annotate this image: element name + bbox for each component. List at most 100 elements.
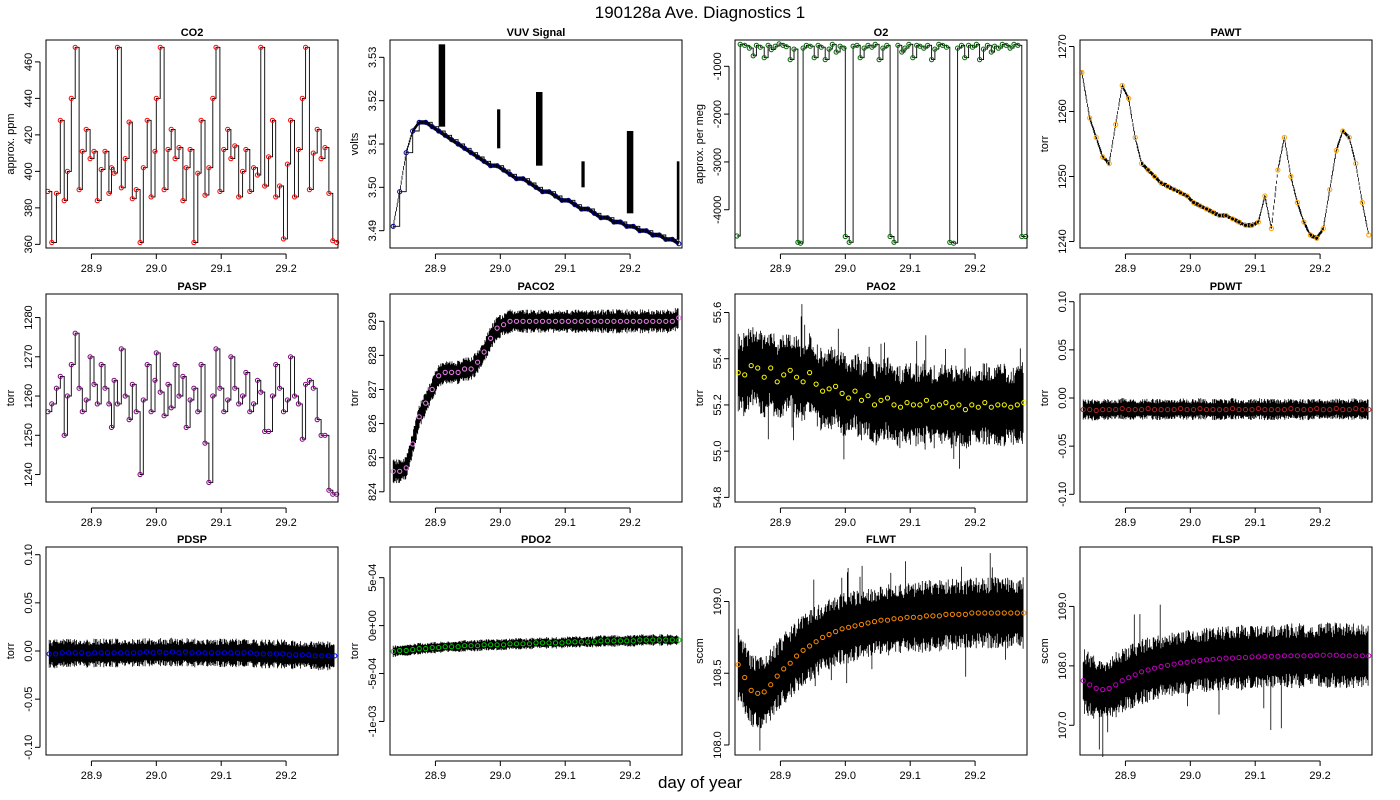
data-point — [334, 239, 340, 246]
data-point — [288, 117, 294, 123]
x-tick-label: 29.2 — [619, 517, 640, 529]
data-point — [781, 666, 787, 672]
x-tick-label: 29.1 — [1244, 517, 1265, 529]
data-point — [462, 145, 468, 151]
data-point — [213, 44, 219, 50]
data-point — [962, 55, 968, 61]
data-point — [221, 650, 227, 656]
data-point — [1132, 134, 1138, 141]
data-point — [1191, 658, 1197, 664]
x-tick-label: 29.1 — [210, 517, 231, 529]
data-point — [611, 638, 617, 644]
data-point — [462, 366, 468, 372]
data-point — [1327, 186, 1333, 193]
data-point — [1333, 652, 1339, 658]
data-point — [891, 616, 897, 622]
data-point — [943, 400, 949, 406]
data-point — [129, 196, 135, 202]
data-point — [488, 642, 494, 648]
data-point — [774, 379, 780, 385]
data-point — [940, 42, 946, 48]
y-tick-label: 54.8 — [712, 487, 724, 508]
x-tick-label: 28.9 — [425, 517, 446, 529]
data-point — [637, 318, 643, 324]
data-point — [949, 611, 956, 618]
data-point — [1216, 212, 1223, 219]
data-point — [183, 424, 189, 430]
data-burst — [536, 92, 543, 166]
data-point — [423, 400, 429, 406]
data-point — [1093, 134, 1099, 141]
data-point — [1152, 173, 1158, 180]
data-point — [299, 95, 305, 102]
data-point — [546, 318, 552, 324]
data-point — [1353, 160, 1359, 167]
data-point — [1158, 180, 1164, 186]
data-point — [1165, 662, 1171, 668]
data-point — [148, 194, 154, 200]
data-point — [932, 46, 938, 52]
data-point — [1191, 407, 1197, 413]
data-point — [1145, 406, 1151, 412]
panel-pdsp: PDSP 28.9 29.0 29.1 29.2 -0.10 -0.05 0.00 0.05 0.… — [5, 534, 339, 782]
panel-paco2: PACO2 28.9 29.0 29.1 29.2 824 825 826 827 828 829 t… — [349, 281, 683, 529]
data-point — [64, 168, 71, 174]
data-point — [742, 674, 748, 681]
data-point — [871, 619, 878, 625]
data-point — [66, 650, 72, 656]
x-tick-label: 28.9 — [81, 770, 102, 782]
data-point — [1359, 653, 1365, 659]
data-point — [210, 95, 216, 102]
data-point — [475, 643, 481, 649]
data-point — [318, 156, 324, 162]
data-point — [98, 650, 104, 656]
data-point — [781, 372, 787, 378]
data-point — [858, 621, 865, 628]
y-tick-label: 826 — [367, 414, 379, 432]
data-point — [1353, 406, 1359, 412]
y-axis-label: approx. ppm — [5, 113, 17, 174]
y-axis-label: sccm — [1039, 638, 1051, 664]
data-point — [1178, 660, 1184, 666]
data-point — [676, 241, 682, 247]
data-point — [546, 640, 552, 646]
data-point — [494, 163, 500, 169]
data-point — [221, 146, 227, 153]
data-point — [768, 365, 774, 371]
data-point — [1320, 652, 1326, 658]
data-point — [455, 141, 461, 147]
data-point — [611, 219, 617, 225]
y-tick-label: 440 — [23, 89, 35, 107]
data-point — [676, 637, 682, 643]
data-point — [1100, 154, 1106, 160]
data-point — [630, 318, 636, 324]
y-tick-label: 0.10 — [1057, 291, 1069, 312]
data-point — [501, 642, 507, 648]
data-point — [1191, 199, 1197, 206]
data-point — [436, 645, 442, 651]
data-point — [663, 236, 669, 242]
y-axis-label: torr — [5, 389, 17, 406]
data-point — [198, 117, 204, 123]
data-point — [936, 613, 943, 619]
x-tick-label: 28.9 — [425, 770, 446, 782]
y-tick-label: 3.49 — [367, 220, 379, 241]
data-point — [64, 393, 71, 399]
data-point — [1288, 653, 1294, 659]
data-point — [1007, 45, 1013, 51]
data-point — [59, 650, 65, 656]
data-point — [865, 620, 871, 626]
data-point — [455, 369, 461, 375]
data-point — [969, 610, 975, 616]
data-point — [546, 189, 552, 195]
data-point — [306, 652, 312, 658]
data-point — [1119, 678, 1125, 684]
data-point — [140, 165, 146, 171]
data-point — [591, 639, 598, 645]
data-point — [122, 393, 128, 399]
y-tick-label: -3000 — [712, 148, 724, 176]
data-point — [258, 389, 264, 395]
data-point — [565, 639, 572, 645]
data-point — [787, 57, 793, 63]
data-point — [1288, 406, 1294, 412]
